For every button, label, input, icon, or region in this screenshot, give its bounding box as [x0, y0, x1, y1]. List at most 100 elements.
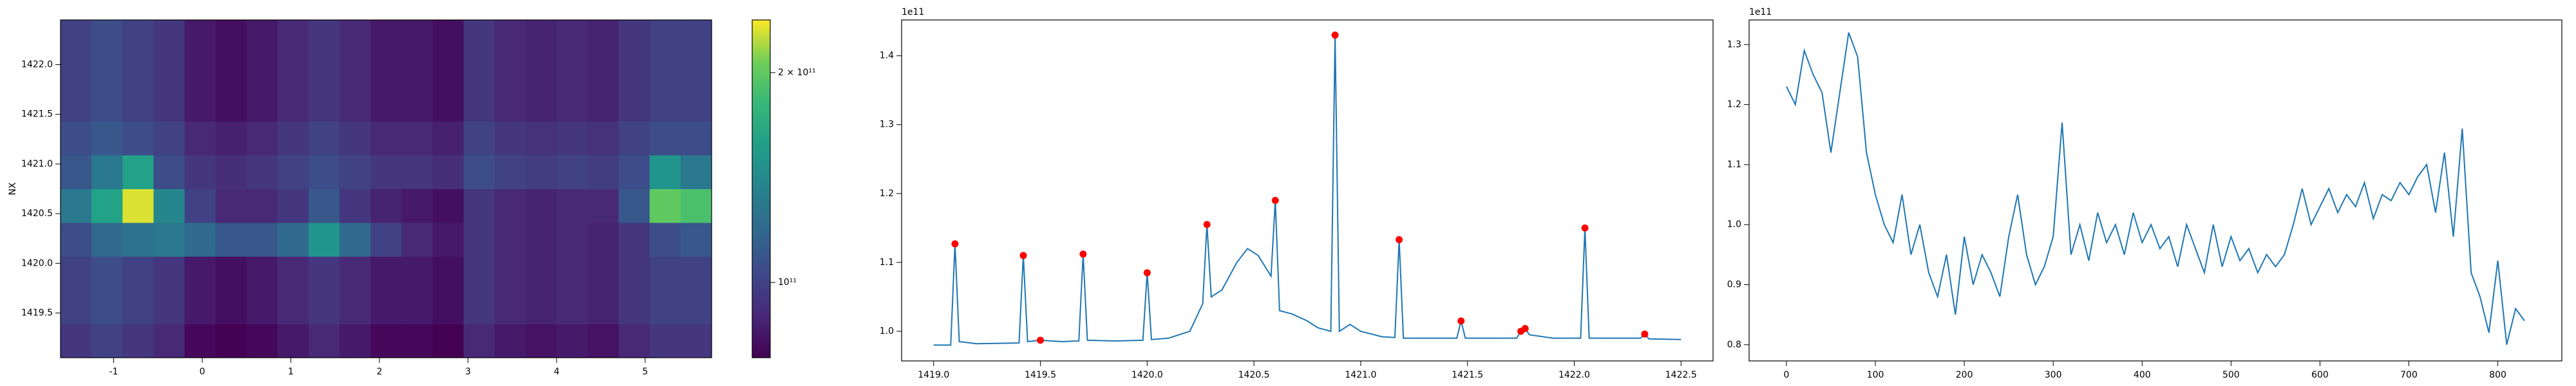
heatmap-cell	[618, 188, 650, 223]
heatmap-cell	[556, 256, 588, 291]
heatmap-cell	[432, 256, 464, 291]
heatmap-cell	[61, 87, 92, 122]
heatmap-cell	[587, 20, 620, 54]
heatmap-cell	[278, 155, 309, 189]
colorbar-tick-label: 2 × 10¹¹	[778, 68, 816, 78]
heatmap-cell	[618, 87, 650, 122]
heatmap-cell	[556, 324, 588, 358]
heatmap-cell	[91, 324, 123, 358]
heatmap-cell	[495, 87, 526, 122]
heatmap-cell	[61, 256, 92, 291]
heatmap-cell	[556, 87, 588, 122]
heatmap-cell	[649, 188, 681, 223]
y-tick-label: 1.1	[880, 257, 894, 268]
heatmap-cell	[526, 290, 557, 324]
heatmap-cell	[526, 256, 557, 291]
heatmap-cell	[618, 290, 650, 324]
heatmap-cell	[184, 53, 216, 88]
heatmap-cell	[649, 256, 681, 291]
heatmap-cell	[278, 290, 309, 324]
heatmap-cell	[556, 155, 588, 189]
heatmap-cell	[463, 121, 495, 156]
heatmap-cell	[308, 20, 340, 54]
heatmap-cell	[432, 155, 464, 189]
heatmap-cell	[153, 290, 185, 324]
heatmap-cell	[370, 87, 402, 122]
y-tick-label: 1420.0	[21, 258, 53, 268]
heatmap-cell	[308, 87, 340, 122]
heatmap-cell	[401, 223, 433, 257]
heatmap-cell	[370, 20, 402, 54]
heatmap-cell	[618, 324, 650, 358]
heatmap-cell	[122, 256, 154, 291]
heatmap-cell	[463, 87, 495, 122]
heatmap-cell	[680, 53, 712, 88]
heatmap-cell	[495, 324, 526, 358]
heatmap-cell	[370, 53, 402, 88]
heatmap-cell	[495, 223, 526, 257]
peak-marker	[1143, 269, 1151, 277]
heatmap-cell	[495, 121, 526, 156]
y-tick-label: 1.2	[880, 188, 894, 199]
heatmap-cell	[370, 256, 402, 291]
heatmap-cell	[91, 155, 123, 189]
heatmap-cell	[215, 121, 247, 156]
heatmap-cell	[278, 256, 309, 291]
heatmap-cell	[91, 290, 123, 324]
heatmap-cell	[246, 223, 278, 257]
heatmap-cell	[680, 324, 712, 358]
heatmap-cell	[587, 53, 620, 88]
x-tick-label: 1419.5	[1025, 370, 1056, 380]
heatmap-cell	[153, 87, 185, 122]
heatmap-cell	[649, 53, 681, 88]
peak-marker	[1019, 252, 1027, 259]
offset-text: 1e11	[1749, 7, 1772, 17]
x-tick-label: 100	[1867, 370, 1884, 380]
heatmap-cell	[61, 155, 92, 189]
y-tick-label: 1.4	[880, 51, 894, 61]
heatmap-cell	[370, 121, 402, 156]
heatmap-cell	[215, 290, 247, 324]
line	[933, 35, 1681, 346]
heatmap-cell	[61, 121, 92, 156]
heatmap-cell	[526, 324, 557, 358]
heatmap-cell	[401, 121, 433, 156]
heatmap-cell	[463, 53, 495, 88]
heatmap-cell	[526, 223, 557, 257]
x-tick-label: 1420.0	[1132, 370, 1163, 380]
heatmap-cell	[122, 155, 154, 189]
heatmap-cell	[153, 256, 185, 291]
heatmap-cell	[122, 121, 154, 156]
heatmap-cell	[61, 53, 92, 88]
heatmap-cell	[680, 20, 712, 54]
y-tick-label: 1.3	[880, 120, 894, 130]
heatmap-cell	[339, 188, 371, 223]
peak-marker	[951, 240, 959, 248]
y-tick-label: 0.9	[1727, 279, 1741, 290]
heatmap-cell	[463, 155, 495, 189]
heatmap-cell	[339, 20, 371, 54]
heatmap-cell	[153, 155, 185, 189]
x-tick-label: 1419.0	[918, 370, 949, 380]
y-tick-label: 1422.0	[21, 59, 53, 69]
heatmap-cell	[463, 223, 495, 257]
x-tick-label: 500	[2222, 370, 2240, 380]
heatmap-cell	[339, 53, 371, 88]
x-tick-label: 600	[2311, 370, 2329, 380]
heatmap-cell	[339, 290, 371, 324]
x-tick-label: 800	[2489, 370, 2506, 380]
y-tick-label: 1.0	[880, 326, 894, 336]
heatmap-cell	[495, 256, 526, 291]
heatmap-cell	[184, 87, 216, 122]
peak-marker	[1079, 250, 1087, 258]
heatmap-cell	[556, 290, 588, 324]
heatmap-cell	[246, 53, 278, 88]
heatmap-cell	[649, 223, 681, 257]
heatmap-cell	[308, 53, 340, 88]
heatmap-cell	[463, 290, 495, 324]
heatmap-cell	[91, 223, 123, 257]
colorbar-tick-label: 10¹¹	[778, 277, 797, 288]
x-tick-label: 1	[288, 367, 294, 377]
heatmap-cell	[680, 290, 712, 324]
heatmap-cell	[649, 324, 681, 358]
